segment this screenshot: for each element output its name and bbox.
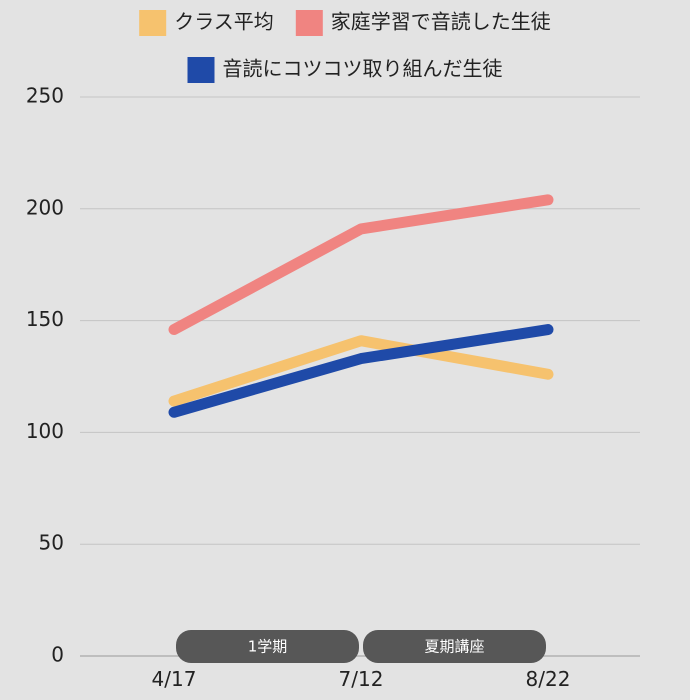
x-tick-label: 7/12 (339, 667, 384, 691)
grid-lines (80, 96, 640, 657)
y-tick-label: 50 (39, 531, 64, 555)
legend-item: クラス平均 (139, 10, 274, 36)
legend-item: 家庭学習で音読した生徒 (295, 10, 551, 36)
x-tick-label: 4/17 (152, 667, 197, 691)
legend-swatch (139, 10, 167, 36)
period-band-label: 1学期 (248, 638, 288, 656)
x-tick-label: 8/22 (526, 667, 571, 691)
period-band: 1学期 (176, 630, 359, 663)
y-tick-label: 200 (26, 195, 64, 219)
series-line (168, 324, 554, 418)
legend-item: 音読にコツコツ取り組んだ生徒 (187, 57, 503, 83)
y-tick-label: 0 (51, 643, 64, 667)
legend-swatch (295, 10, 323, 36)
x-axis: 4/17 7/12 8/22 (152, 667, 571, 691)
y-tick-label: 100 (26, 419, 64, 443)
y-tick-label: 250 (26, 84, 64, 108)
period-band-pill (176, 630, 359, 663)
series-line (168, 194, 554, 336)
period-bands: 1学期 夏期講座 (176, 630, 546, 663)
period-band-label: 夏期講座 (424, 638, 484, 656)
period-band-pill (363, 630, 546, 663)
legend-label: 家庭学習で音読した生徒 (331, 10, 551, 34)
series-lines (168, 194, 554, 418)
legend-label: クラス平均 (174, 10, 274, 34)
period-band: 夏期講座 (363, 630, 546, 663)
y-axis: 0 50 100 150 200 250 (26, 84, 64, 667)
y-tick-label: 150 (26, 307, 64, 331)
series-line (168, 335, 554, 407)
legend-label: 音読にコツコツ取り組んだ生徒 (223, 57, 503, 81)
legend-swatch (187, 57, 215, 83)
